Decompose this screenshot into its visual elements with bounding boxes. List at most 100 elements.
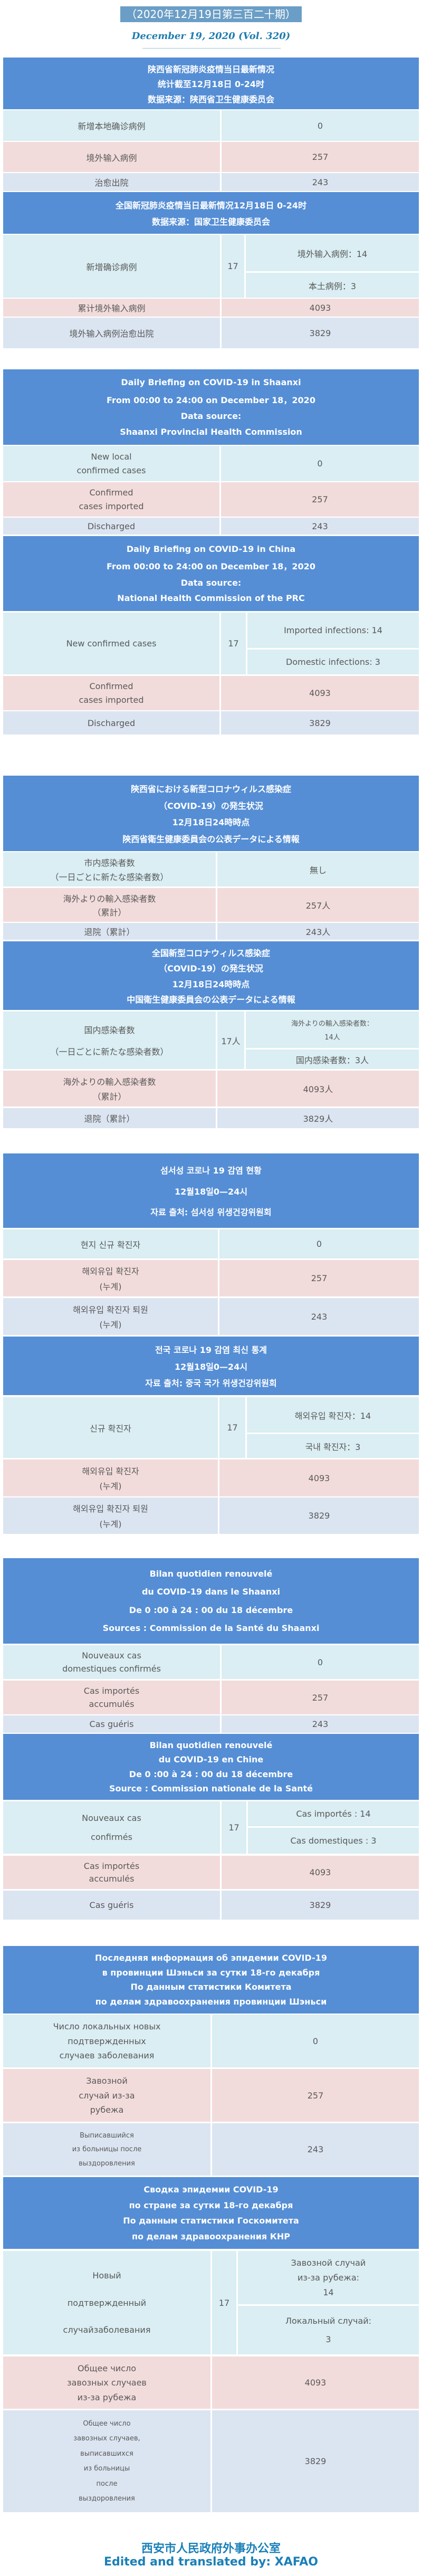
text-line: New local	[91, 452, 132, 462]
text-line: cases imported	[79, 694, 144, 705]
text-line: 자료 출처: 섬서성 위생건강위원회	[150, 1207, 272, 1217]
text-line: 境外输入病例	[86, 152, 137, 163]
row-total: 17人	[217, 1012, 244, 1069]
text-line: 海外よりの輸入感染者数	[63, 1077, 156, 1087]
text-line: Sources : Commission de la Santé du Shaa…	[102, 1623, 320, 1634]
row-value: 243	[221, 518, 419, 535]
text-line: Cas importés	[83, 1861, 140, 1871]
text-line: Bilan quotidien renouvelé	[149, 1568, 273, 1579]
text-line: 해외유입 확진자	[82, 1466, 139, 1476]
text-line: Новый	[92, 2270, 121, 2281]
text-line: Confirmed	[89, 488, 133, 498]
text-line: выздоровления	[79, 2495, 135, 2503]
row-label: 累计境外输入病例	[3, 299, 220, 317]
row-label: Confirmed cases imported	[3, 676, 219, 710]
row-label: 해외유입 확진자 (누계)	[3, 1260, 218, 1296]
row-value: 243人	[217, 923, 419, 940]
row-label: Nouveaux cas domestiques confirmés	[3, 1645, 220, 1679]
row-label: 新增确诊病例	[3, 235, 220, 298]
row-label: New confirmed cases	[3, 613, 219, 674]
sub-row-domestic: 국내 확진자：3	[247, 1434, 419, 1458]
row-label: 해외유입 확진자 (누계)	[3, 1459, 218, 1496]
text-line: после	[96, 2479, 118, 2488]
text-line: завозных случаев	[67, 2378, 147, 2388]
text-line: （一日ごとに新たな感染者数）	[50, 872, 169, 882]
row-value: 3829	[222, 1891, 419, 1920]
row-value: 4093人	[217, 1071, 419, 1106]
text-line: случай из-за	[79, 2090, 135, 2101]
text-line: Выписавшийся	[80, 2131, 134, 2140]
text-line: 현지 신규 확진자	[80, 1239, 141, 1250]
text-line: 국내 확진자：3	[305, 1442, 361, 1452]
row-value: 243	[219, 1298, 419, 1335]
text-line: 陝西省衛生健康委員会の公表データによる情報	[122, 834, 300, 845]
row-label: 治愈出院	[3, 173, 220, 191]
text-line: 退院（累計）	[84, 1114, 135, 1124]
row-total: 17	[219, 1397, 245, 1458]
text-line: Discharged	[87, 521, 136, 531]
text-line: из-за рубежа:	[297, 2273, 360, 2283]
section-header: Bilan quotidien renouvelé du COVID-19 dan…	[3, 1558, 419, 1644]
sub-row-imported: 해외유입 확진자：14	[247, 1397, 419, 1433]
row-label: Общее число завозных случаев из-за рубежа	[3, 2356, 210, 2409]
sub-row-domestic: Локальный случай: 3	[238, 2306, 419, 2354]
text-line: По данным статистики Комитета	[130, 1982, 292, 1992]
text-line: 新增本地确诊病例	[78, 121, 146, 131]
text-line: 자료 출처: 중국 국가 위생건강위원회	[145, 1378, 277, 1389]
row-value: 257人	[217, 888, 419, 922]
section-header: Daily Briefing on COVID-19 in China From …	[3, 536, 419, 611]
row-value: 4093	[212, 2356, 419, 2409]
row-label: Cas importés accumulés	[3, 1681, 220, 1714]
row-value: 4093	[221, 676, 419, 710]
text-line: Cas guéris	[89, 1719, 134, 1729]
footer-office: 西安市人民政府外事办公室	[141, 2542, 281, 2555]
text-line: выздоровления	[79, 2159, 135, 2168]
text-line: Data source:	[180, 577, 242, 588]
text-line: 14	[323, 2287, 334, 2297]
text-line: 12月18日24時時点	[172, 817, 250, 828]
row-value: 257	[219, 1260, 419, 1296]
row-label: 国内感染者数 （一日ごとに新たな感染者数）	[3, 1012, 216, 1069]
row-value: 243	[222, 173, 419, 191]
sub-row-domestic: Cas domestiques : 3	[248, 1828, 419, 1854]
section-header: 陕西省新冠肺炎疫情当日最新情况 统计截至12月18日 0-24时 数据来源：陕西省卫…	[3, 58, 419, 109]
text-line: завозных случаев,	[73, 2435, 140, 2443]
section-header: 전국 코로나 19 감염 최신 통계 12월18일0—24시 자료 출처: 중국 국…	[3, 1337, 419, 1395]
row-value: 257	[222, 142, 419, 172]
text-line: 12월18일0—24시	[174, 1186, 248, 1197]
text-line: 新增确诊病例	[86, 262, 137, 272]
text-line: Локальный случай:	[285, 2316, 372, 2326]
sub-row-imported: 境外输入病例：14	[246, 235, 419, 271]
row-label: Общее число завозных случаев, выписавшихся…	[3, 2410, 210, 2512]
row-total: 17	[212, 2251, 236, 2354]
text-line: 해외유입 확진자	[82, 1266, 139, 1277]
sub-row-imported: 海外よりの輸入感染者数： 14人	[246, 1012, 419, 1048]
text-line: 数据来源：国家卫生健康委员会	[151, 217, 270, 227]
section-header: 陝西省における新型コロナウィルス感染症 （COVID-19）の発生状況 12月18日…	[3, 776, 419, 851]
row-label: Новый подтвержденный случайзаболевания	[3, 2251, 210, 2354]
section-header: Последняя информация об эпидемии COVID-1…	[3, 1946, 419, 2014]
text-line: 전국 코로나 19 감염 최신 통계	[155, 1344, 267, 1355]
row-value: 無し	[217, 852, 419, 886]
text-line: 市内感染者数	[84, 858, 135, 868]
text-line: по стране за сутки 18-го декабря	[129, 2200, 293, 2210]
text-line: по делам здравоохранения КНР	[132, 2231, 290, 2241]
text-line: 해외유입 확진자：14	[294, 1410, 371, 1421]
sub-row-imported: Завозной случай из-за рубежа: 14	[238, 2251, 419, 2304]
text-line: （COVID-19）の発生状況	[159, 963, 263, 974]
text-line: Nouveaux cas	[82, 1812, 141, 1823]
text-line: 退院（累計）	[84, 927, 135, 937]
text-line: From 00:00 to 24:00 on December 18，2020	[107, 561, 315, 572]
text-line: 境外输入病例治愈出院	[69, 329, 154, 339]
sub-row-imported: Imported infections: 14	[247, 613, 419, 648]
row-label: 境外输入病例治愈出院	[3, 318, 220, 348]
text-line: 全国新冠肺炎疫情当日最新情况12月18日 0-24时	[115, 200, 307, 211]
text-line: подтвержденных	[68, 2036, 146, 2046]
row-value: 3829	[219, 1497, 419, 1534]
text-line: Завозной случай	[291, 2258, 366, 2268]
row-label: Выписавшийся из больницы после выздоровлен…	[3, 2123, 210, 2176]
text-line: Cas importés : 14	[296, 1809, 371, 1819]
text-line: (누계)	[99, 1519, 122, 1529]
row-label: Cas importés accumulés	[3, 1856, 220, 1889]
row-value: 257	[212, 2069, 419, 2122]
